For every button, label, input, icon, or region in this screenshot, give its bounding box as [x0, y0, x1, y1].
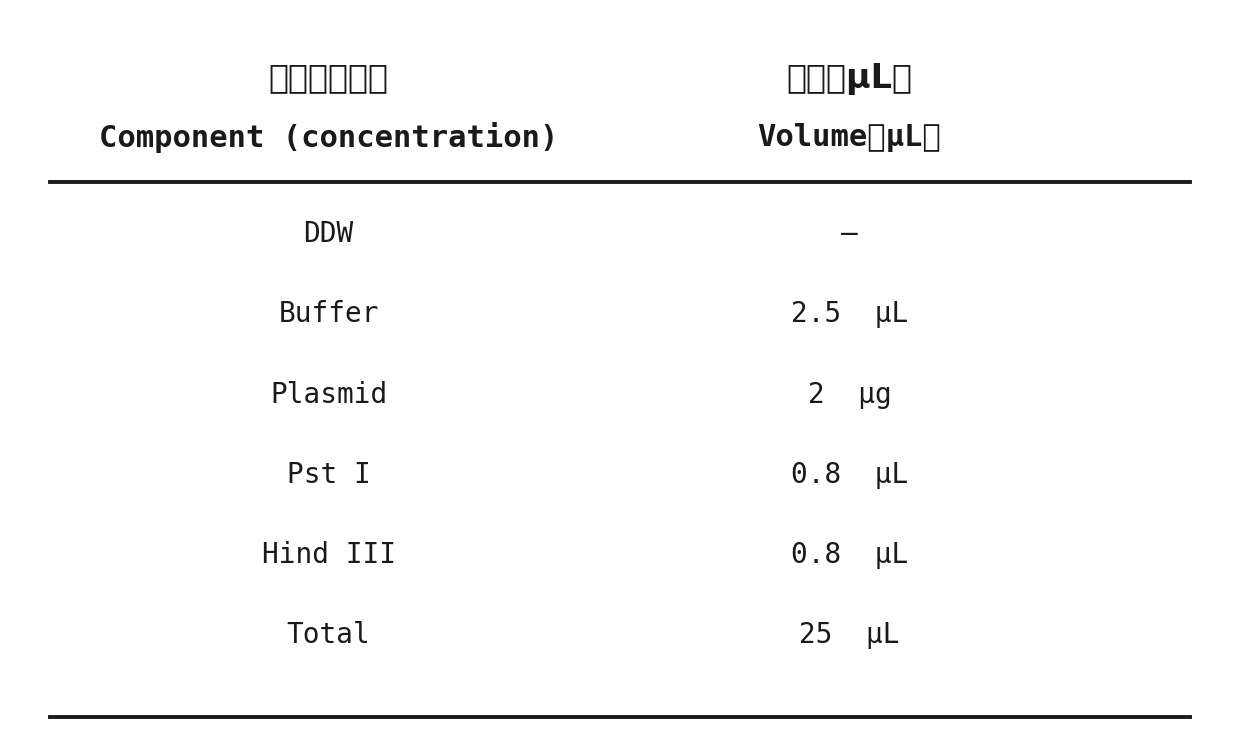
Text: 组分（浓度）: 组分（浓度）: [269, 62, 388, 94]
Text: 体积（μL）: 体积（μL）: [786, 62, 913, 94]
Text: 0.8  μL: 0.8 μL: [791, 541, 908, 569]
Text: Volume（μL）: Volume（μL）: [758, 123, 941, 152]
Text: 2  μg: 2 μg: [807, 380, 892, 409]
Text: 25  μL: 25 μL: [799, 621, 900, 649]
Text: DDW: DDW: [304, 220, 353, 248]
Text: Hind III: Hind III: [262, 541, 396, 569]
Text: 0.8  μL: 0.8 μL: [791, 461, 908, 489]
Text: Component (concentration): Component (concentration): [99, 122, 558, 153]
Text: –: –: [841, 220, 858, 248]
Text: 2.5  μL: 2.5 μL: [791, 300, 908, 328]
Text: Buffer: Buffer: [278, 300, 379, 328]
Text: Total: Total: [286, 621, 371, 649]
Text: Plasmid: Plasmid: [270, 380, 387, 409]
Text: Pst I: Pst I: [286, 461, 371, 489]
